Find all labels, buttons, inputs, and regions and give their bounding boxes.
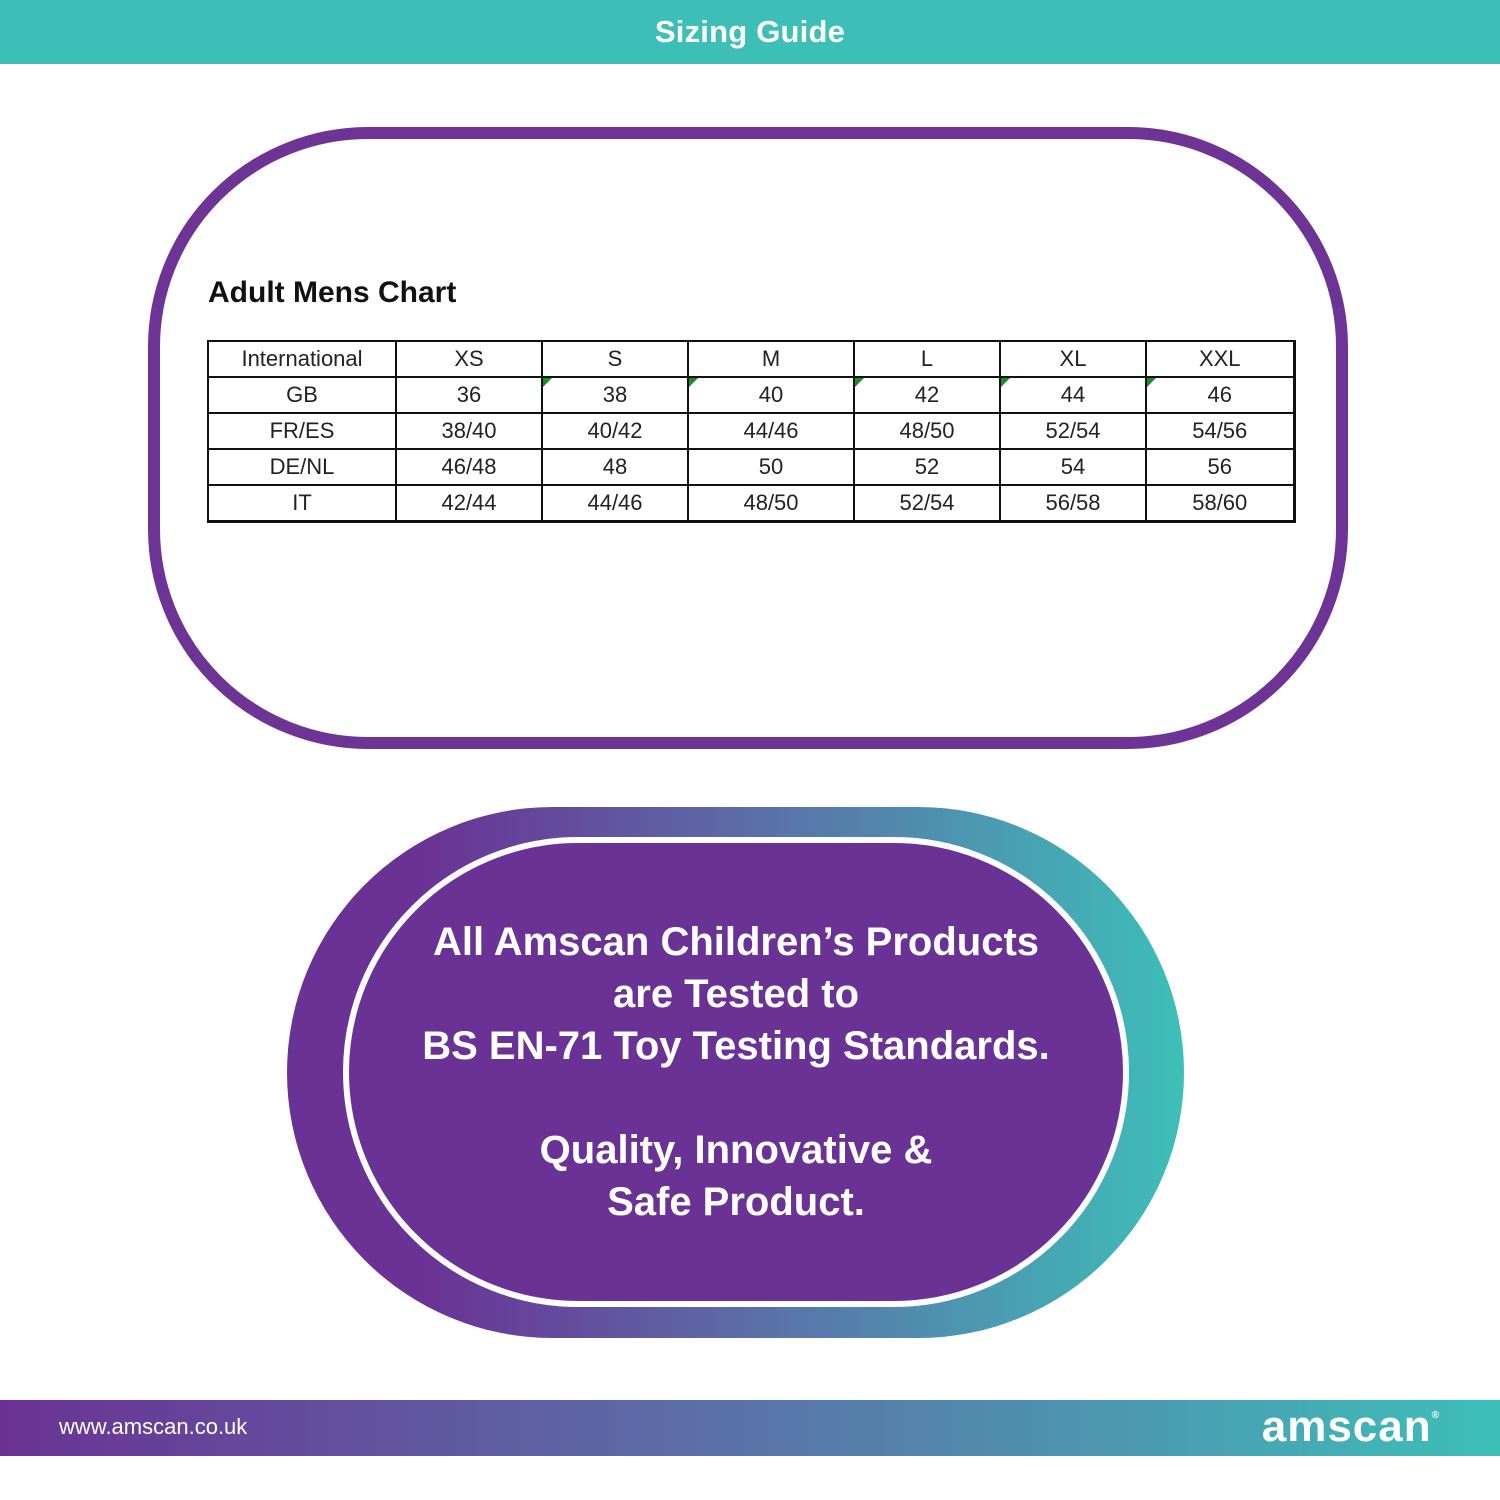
table-cell: 48/50 [853,412,1001,450]
table-cell: 42 [853,376,1001,414]
table-cell: 46/48 [395,448,543,486]
table-header-row: International XS S M L XL XXL [207,340,1295,378]
page-title: Sizing Guide [654,14,846,49]
table-row: DE/NL 46/48 48 50 52 54 56 [207,448,1295,486]
table-row: GB 36 38 40 42 44 46 [207,376,1295,414]
message-line: BS EN-71 Toy Testing Standards. [422,1024,1050,1068]
amscan-logo: amscan® [1262,1402,1440,1452]
size-table: International XS S M L XL XXL GB 36 38 4… [207,340,1296,523]
footer-bar: www.amscan.co.uk amscan® [0,1400,1500,1456]
table-cell: 52/54 [853,484,1001,523]
logo-text: amscan [1261,1402,1432,1451]
table-cell: 48 [541,448,689,486]
table-cell: M [687,340,855,378]
message-line: All Amscan Children’s Products [432,920,1040,964]
table-cell: XXL [1145,340,1295,378]
table-row: IT 42/44 44/46 48/50 52/54 56/58 58/60 [207,484,1295,523]
table-cell: 46 [1145,376,1295,414]
table-cell: 40 [687,376,855,414]
table-cell: IT [207,484,397,523]
message-line: Safe Product. [607,1180,865,1224]
table-cell: XS [395,340,543,378]
table-cell: S [541,340,689,378]
table-cell: 44/46 [687,412,855,450]
table-cell: 56/58 [999,484,1147,523]
table-cell: International [207,340,397,378]
table-row: FR/ES 38/40 40/42 44/46 48/50 52/54 54/5… [207,412,1295,450]
table-cell: L [853,340,1001,378]
table-cell: 40/42 [541,412,689,450]
table-cell: 42/44 [395,484,543,523]
table-cell: 54 [999,448,1147,486]
table-cell: 38 [541,376,689,414]
table-cell: 52/54 [999,412,1147,450]
table-cell: 48/50 [687,484,855,523]
table-cell: 54/56 [1145,412,1295,450]
table-cell: 38/40 [395,412,543,450]
message-line: are Tested to [613,972,859,1016]
registered-mark: ® [1431,1410,1440,1421]
table-cell: 44 [999,376,1147,414]
message-line: Quality, Innovative & [539,1128,933,1172]
table-cell: GB [207,376,397,414]
table-cell: 36 [395,376,543,414]
table-cell: XL [999,340,1147,378]
header-bar: Sizing Guide [0,0,1500,64]
table-cell: 56 [1145,448,1295,486]
table-cell: DE/NL [207,448,397,486]
table-cell: FR/ES [207,412,397,450]
table-cell: 44/46 [541,484,689,523]
safety-message-panel: All Amscan Children’s Products are Teste… [343,837,1129,1307]
table-cell: 58/60 [1145,484,1295,523]
table-cell: 50 [687,448,855,486]
table-cell: 52 [853,448,1001,486]
footer-url[interactable]: www.amscan.co.uk [59,1414,248,1439]
chart-title: Adult Mens Chart [208,276,457,309]
